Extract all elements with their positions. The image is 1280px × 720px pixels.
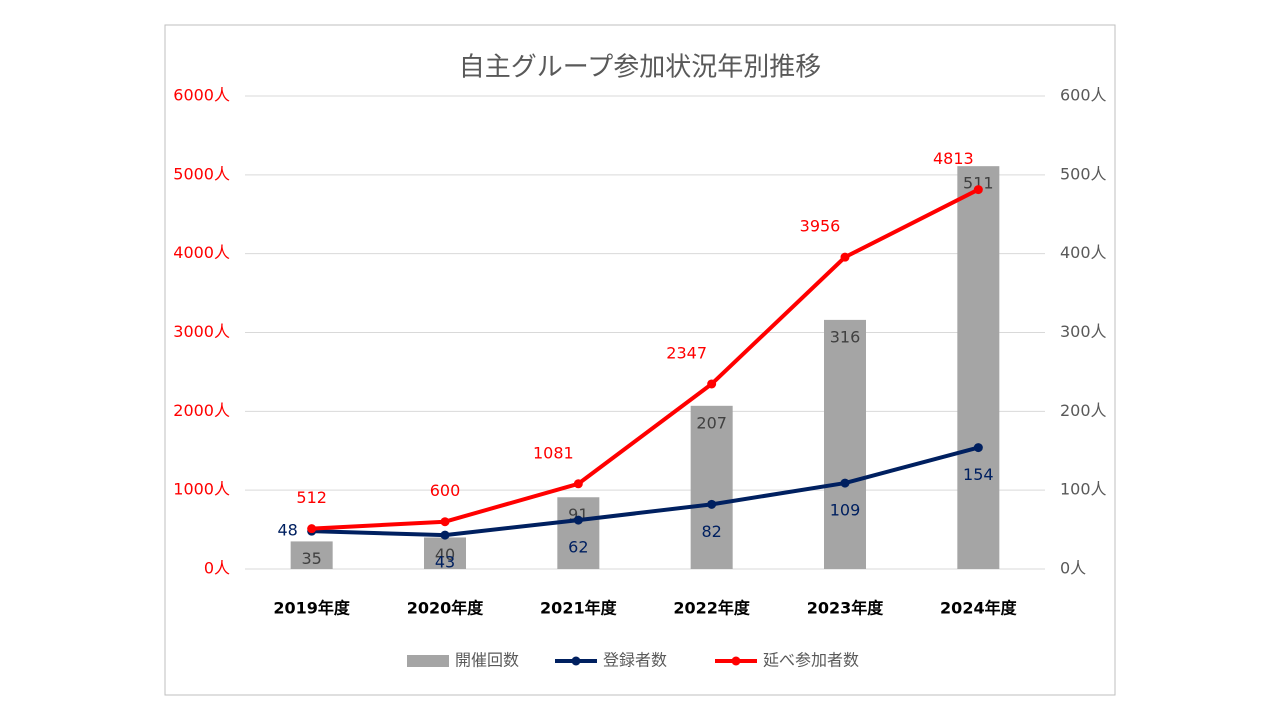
y2-tick-label: 0人 xyxy=(1060,559,1086,578)
y2-tick-label: 200人 xyxy=(1060,401,1107,420)
bar xyxy=(290,541,333,569)
point-label: 109 xyxy=(830,501,861,520)
bar-label: 511 xyxy=(963,174,994,193)
point-label: 4813 xyxy=(933,149,974,168)
line xyxy=(311,187,980,531)
point xyxy=(707,379,717,389)
bar-label: 40 xyxy=(435,545,455,564)
point xyxy=(573,515,583,525)
legend-label: 開催回数 xyxy=(455,651,519,670)
point-label: 154 xyxy=(963,465,994,484)
y-tick-label: 0人 xyxy=(204,559,230,578)
point-label: 48 xyxy=(277,521,297,540)
y2-tick-label: 300人 xyxy=(1060,322,1107,341)
bar xyxy=(424,537,466,569)
y-tick-label: 1000人 xyxy=(173,480,230,499)
point xyxy=(440,530,450,540)
x-tick-label: 2020年度 xyxy=(407,599,485,618)
point xyxy=(573,479,583,489)
y2-tick-label: 600人 xyxy=(1060,86,1107,105)
point-label: 62 xyxy=(568,538,588,557)
bar-label: 316 xyxy=(830,327,861,346)
point-label: 1081 xyxy=(533,443,574,462)
point xyxy=(307,524,317,534)
point xyxy=(440,517,450,527)
x-tick-label: 2023年度 xyxy=(807,599,885,618)
y2-tick-label: 500人 xyxy=(1060,164,1107,183)
y-tick-label: 3000人 xyxy=(173,322,230,341)
legend-label: 登録者数 xyxy=(603,651,667,670)
point-label: 2347 xyxy=(666,343,707,362)
y-tick-label: 6000人 xyxy=(173,86,230,105)
y2-tick-label: 400人 xyxy=(1060,243,1107,262)
legend-swatch xyxy=(407,655,449,667)
legend-label: 延べ参加者数 xyxy=(763,651,859,670)
y2-tick-label: 100人 xyxy=(1060,480,1107,499)
y-tick-label: 2000人 xyxy=(173,401,230,420)
y-tick-label: 4000人 xyxy=(173,243,230,262)
point xyxy=(840,252,850,262)
legend-marker xyxy=(731,656,741,666)
bar-label: 35 xyxy=(301,549,321,568)
line xyxy=(311,445,979,538)
x-tick-label: 2021年度 xyxy=(540,599,618,618)
x-tick-label: 2022年度 xyxy=(673,599,751,618)
point-label: 512 xyxy=(296,488,327,507)
x-tick-label: 2024年度 xyxy=(940,599,1018,618)
point-label: 43 xyxy=(435,553,455,572)
y-tick-label: 5000人 xyxy=(173,164,230,183)
point xyxy=(973,443,983,453)
bar xyxy=(557,497,600,569)
bar xyxy=(824,319,866,569)
bar xyxy=(690,405,733,569)
point xyxy=(707,499,717,509)
point-label: 3956 xyxy=(800,217,841,236)
chart-title: 自主グループ参加状況年別推移 xyxy=(459,53,821,83)
point xyxy=(840,478,850,488)
point-label: 600 xyxy=(430,481,461,500)
bar-label: 207 xyxy=(696,413,727,432)
chart-frame xyxy=(164,24,1116,696)
legend-marker xyxy=(571,656,581,666)
point-label: 82 xyxy=(701,522,721,541)
point xyxy=(973,185,983,195)
x-tick-label: 2019年度 xyxy=(273,599,351,618)
bar xyxy=(957,166,1000,569)
